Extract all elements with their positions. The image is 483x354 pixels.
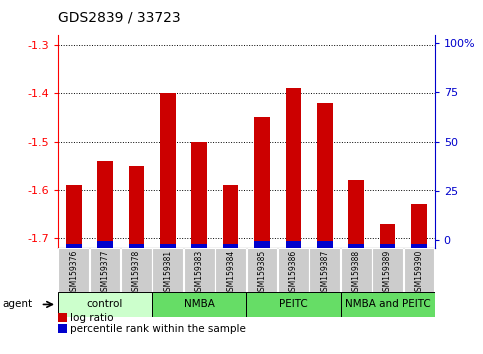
Bar xyxy=(278,248,309,292)
Bar xyxy=(215,248,246,292)
Bar xyxy=(380,244,396,248)
Bar xyxy=(128,166,144,248)
Bar xyxy=(246,292,341,317)
Text: GSM159388: GSM159388 xyxy=(352,250,361,296)
Bar xyxy=(247,248,277,292)
Text: NMBA and PEITC: NMBA and PEITC xyxy=(345,299,430,309)
Bar xyxy=(348,180,364,248)
Bar xyxy=(66,185,82,248)
Text: percentile rank within the sample: percentile rank within the sample xyxy=(70,324,246,333)
Bar xyxy=(97,241,113,248)
Bar xyxy=(184,248,214,292)
Bar xyxy=(160,244,176,248)
Text: GSM159386: GSM159386 xyxy=(289,250,298,296)
Bar xyxy=(58,292,152,317)
Text: GSM159384: GSM159384 xyxy=(226,250,235,296)
Text: PEITC: PEITC xyxy=(279,299,308,309)
Text: GSM159385: GSM159385 xyxy=(257,250,267,296)
Bar xyxy=(191,142,207,248)
Bar xyxy=(223,185,239,248)
Text: NMBA: NMBA xyxy=(184,299,214,309)
Bar xyxy=(66,244,82,248)
Bar xyxy=(254,241,270,248)
Bar xyxy=(254,118,270,248)
Bar xyxy=(160,93,176,248)
Text: GSM159389: GSM159389 xyxy=(383,250,392,296)
Bar xyxy=(285,88,301,248)
Bar xyxy=(341,248,371,292)
Bar xyxy=(317,103,333,248)
Text: GSM159377: GSM159377 xyxy=(100,250,110,296)
Bar xyxy=(58,248,89,292)
Bar xyxy=(223,244,239,248)
Text: GSM159376: GSM159376 xyxy=(69,250,78,296)
Bar xyxy=(128,244,144,248)
Text: GSM159390: GSM159390 xyxy=(414,250,424,296)
Bar xyxy=(97,161,113,248)
Text: GSM159378: GSM159378 xyxy=(132,250,141,296)
Bar xyxy=(285,241,301,248)
Text: GDS2839 / 33723: GDS2839 / 33723 xyxy=(58,11,181,25)
Bar xyxy=(380,224,396,248)
Bar xyxy=(121,248,152,292)
Bar xyxy=(90,248,120,292)
Bar xyxy=(404,248,434,292)
Text: log ratio: log ratio xyxy=(70,313,114,323)
Bar xyxy=(411,204,427,248)
Text: GSM159381: GSM159381 xyxy=(163,250,172,296)
Bar xyxy=(191,244,207,248)
Bar xyxy=(153,248,183,292)
Text: control: control xyxy=(87,299,123,309)
Text: agent: agent xyxy=(2,299,32,309)
Bar xyxy=(310,248,340,292)
Text: GSM159383: GSM159383 xyxy=(195,250,204,296)
Text: GSM159387: GSM159387 xyxy=(320,250,329,296)
Bar xyxy=(341,292,435,317)
Bar xyxy=(411,244,427,248)
Bar xyxy=(152,292,246,317)
Bar xyxy=(348,244,364,248)
Bar xyxy=(317,241,333,248)
Bar xyxy=(372,248,403,292)
